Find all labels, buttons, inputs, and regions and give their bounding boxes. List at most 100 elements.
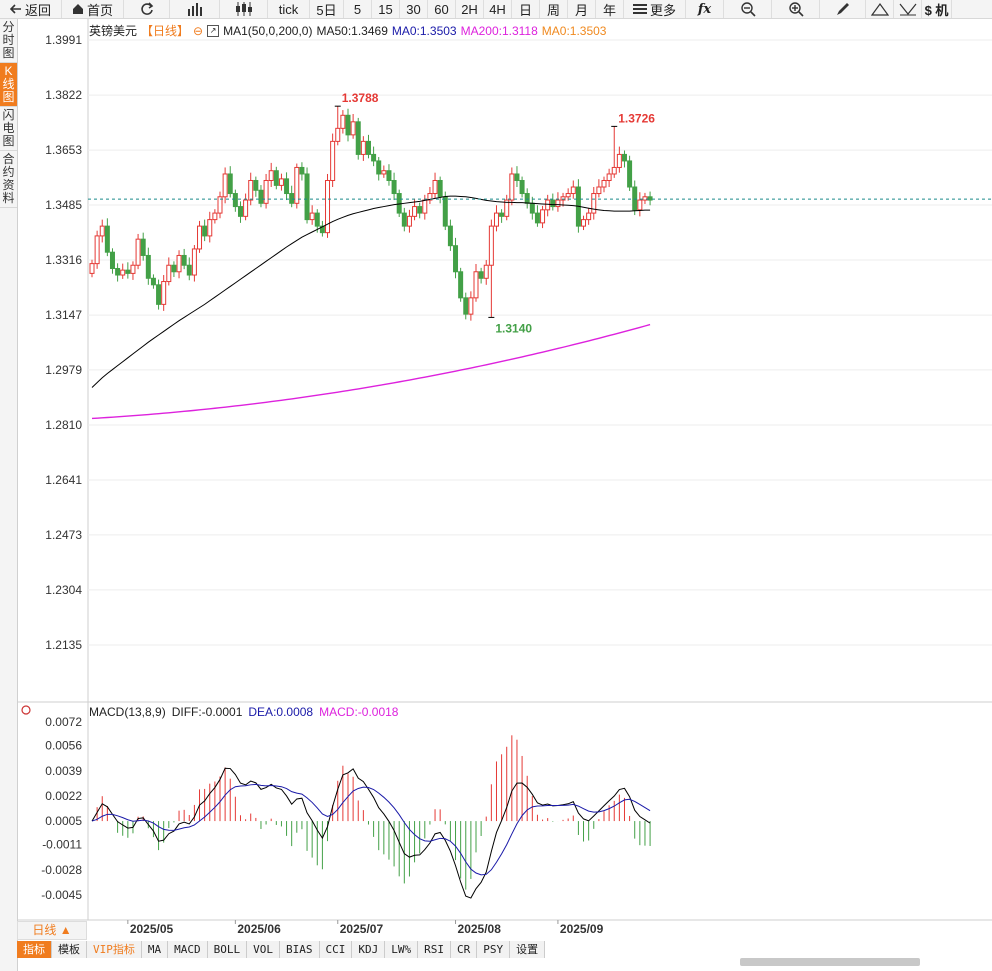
indicator-tab-14[interactable]: 设置 <box>510 941 546 958</box>
candle-body <box>509 173 515 201</box>
y-tick-label: 1.2641 <box>45 473 82 487</box>
candle-body <box>596 186 602 195</box>
period-5[interactable]: 5 <box>344 0 372 18</box>
x-tick-label: 2025/06 <box>237 922 281 936</box>
candlestick-icon <box>235 2 253 16</box>
candle-body <box>325 179 331 234</box>
ma-formula: MA1(50,0,200,0) <box>223 23 313 38</box>
indicator-tab-8[interactable]: CCI <box>319 941 353 958</box>
indicator-tab-10[interactable]: LW% <box>385 941 419 958</box>
candle-body <box>606 173 612 181</box>
candle-body <box>150 277 156 286</box>
candle-type-button[interactable] <box>220 0 268 18</box>
period-year-label: 年 <box>602 2 616 18</box>
candle-body <box>140 238 146 256</box>
pen-icon <box>835 1 851 17</box>
indicator-tab-3[interactable]: MA <box>141 941 169 958</box>
candle-body <box>350 121 356 136</box>
y-tick-label: 1.3316 <box>45 253 82 267</box>
home-icon <box>72 3 84 15</box>
candle-body <box>89 263 95 274</box>
home-button[interactable]: 首页 <box>62 0 124 18</box>
indicator-tab-13[interactable]: PSY <box>477 941 511 958</box>
side-tab-3[interactable]: 合约资料 <box>0 151 17 208</box>
x-tick-label: 2025/07 <box>340 922 384 936</box>
candle-body <box>340 114 346 129</box>
candle-body <box>534 212 540 224</box>
candle-body <box>442 196 448 227</box>
more-button[interactable]: 更多 <box>624 0 686 18</box>
fx-icon: fx <box>697 2 712 17</box>
period-4h[interactable]: 4H <box>484 0 512 18</box>
side-tab-0[interactable]: 分时图 <box>0 19 17 63</box>
indicator-tab-0[interactable]: 指标 <box>17 941 52 958</box>
ma0-value: MA0:1.3503 <box>391 23 457 38</box>
zoom-in-button[interactable] <box>772 0 820 18</box>
horizontal-scrollbar[interactable] <box>740 958 920 966</box>
indicator-tab-11[interactable]: RSI <box>418 941 451 958</box>
candle-body <box>278 178 284 186</box>
period-5day[interactable]: 5日 <box>310 0 344 18</box>
period-label[interactable]: 【日线】 <box>141 24 190 38</box>
candle-body <box>642 196 648 201</box>
more-button-label: 更多 <box>649 2 676 18</box>
indicator-tab-9[interactable]: KDJ <box>352 941 386 958</box>
period-week[interactable]: 周 <box>540 0 568 18</box>
ma200-value: MA200:1.3118 <box>460 23 538 38</box>
formula-button[interactable]: fx <box>686 0 724 18</box>
macd-legend: MACD(13,8,9) DIFF:-0.0001 DEA:0.0008 MAC… <box>89 705 398 719</box>
candle-body <box>166 264 172 283</box>
period-4h-label: 4H <box>489 1 506 17</box>
candle-body <box>478 271 484 279</box>
indicator-tab-4[interactable]: MACD <box>168 941 208 958</box>
period-day[interactable]: 日 <box>512 0 540 18</box>
period-2h[interactable]: 2H <box>456 0 484 18</box>
period-tick-label: tick <box>278 1 299 17</box>
indicator-tab-12[interactable]: CR <box>451 941 478 958</box>
period-15[interactable]: 15 <box>372 0 400 18</box>
candle-body <box>647 196 653 201</box>
ma-indicator-icon[interactable]: ↗ <box>207 24 220 37</box>
currency-button-label: $ 机 <box>924 2 949 18</box>
macd-settings-icon[interactable] <box>21 705 31 715</box>
settings-circle-icon[interactable]: ⊖ <box>193 23 204 38</box>
period-tick[interactable]: tick <box>268 0 310 18</box>
candle-body <box>386 170 392 181</box>
indicator-tab-2[interactable]: VIP指标 <box>87 941 142 958</box>
draw-pen-button[interactable] <box>820 0 866 18</box>
zoom-out-button[interactable] <box>724 0 772 18</box>
period-month[interactable]: 月 <box>568 0 596 18</box>
x-tick-label: 2025/08 <box>458 922 502 936</box>
candle-body <box>550 199 556 208</box>
currency-button[interactable]: $ 机 <box>922 0 952 18</box>
chart-type-button[interactable] <box>170 0 220 18</box>
macd-y-tick-label: -0.0011 <box>42 838 82 852</box>
draw-triangle-button[interactable] <box>866 0 894 18</box>
macd-y-tick-label: 0.0022 <box>45 789 82 803</box>
back-button[interactable]: 返回 <box>0 0 62 18</box>
refresh-button[interactable] <box>124 0 170 18</box>
period-30[interactable]: 30 <box>400 0 428 18</box>
indicator-tab-7[interactable]: BIAS <box>280 941 320 958</box>
candle-body <box>437 179 443 198</box>
period-toggle-button[interactable]: 日线 ▲ <box>17 921 87 940</box>
candle-body <box>458 271 464 299</box>
period-year[interactable]: 年 <box>596 0 624 18</box>
indicator-tab-1[interactable]: 模板 <box>52 941 87 958</box>
candle-body <box>371 153 377 162</box>
draw-down-button[interactable] <box>894 0 922 18</box>
candle-body <box>181 254 187 266</box>
period-5day-label: 5日 <box>316 2 337 18</box>
candle-body <box>519 179 525 195</box>
candle-body <box>186 264 192 276</box>
indicator-tab-6[interactable]: VOL <box>247 941 280 958</box>
period-day-label: 日 <box>518 2 532 18</box>
candle-body <box>601 179 607 188</box>
y-tick-label: 1.2979 <box>45 363 82 377</box>
indicator-tab-5[interactable]: BOLL <box>207 941 248 958</box>
ma-legend: 英镑美元 【日线】 ⊖ ↗ MA1(50,0,200,0) MA50:1.346… <box>89 22 606 39</box>
period-60[interactable]: 60 <box>428 0 456 18</box>
side-tab-2[interactable]: 闪电图 <box>0 107 17 151</box>
